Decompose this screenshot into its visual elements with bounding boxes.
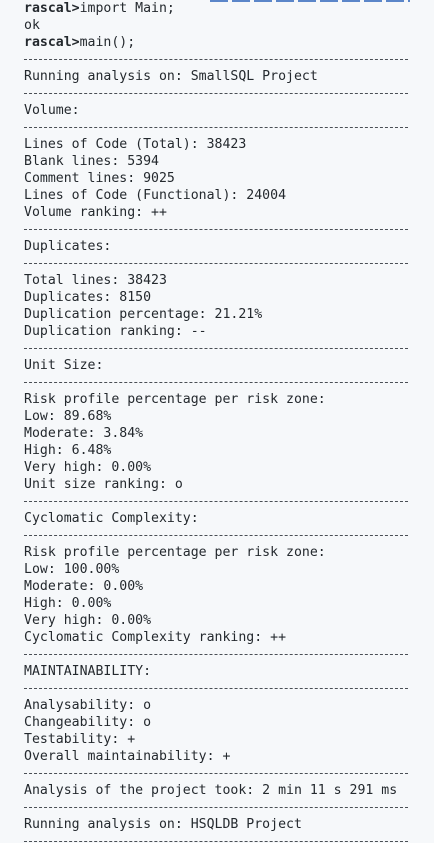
ok-response: ok xyxy=(24,18,40,33)
separator xyxy=(24,51,434,68)
cc-ranking: Cyclomatic Complexity ranking: ++ xyxy=(24,630,287,645)
top-scroll-strip xyxy=(210,0,410,2)
loc-total: Lines of Code (Total): 38423 xyxy=(24,137,247,152)
duplicates-count: Duplicates: 8150 xyxy=(24,290,152,305)
separator xyxy=(24,765,434,782)
unit-size-very-high: Very high: 0.00% xyxy=(24,460,152,475)
comment-lines: Comment lines: 9025 xyxy=(24,171,175,186)
rascal-prompt: rascal> xyxy=(24,35,80,50)
volume-ranking: Volume ranking: ++ xyxy=(24,205,167,220)
duplication-percentage: Duplication percentage: 21.21% xyxy=(24,307,263,322)
blank-lines: Blank lines: 5394 xyxy=(24,154,159,169)
section-heading-unit-size: Unit Size: xyxy=(24,358,104,373)
section-heading-duplicates: Duplicates: xyxy=(24,239,112,254)
unit-size-risk-profile: Risk profile percentage per risk zone: xyxy=(24,392,326,407)
separator xyxy=(24,527,434,544)
section-heading-maintainability: MAINTAINABILITY: xyxy=(24,664,152,679)
separator xyxy=(24,833,434,843)
total-lines: Total lines: 38423 xyxy=(24,273,167,288)
rascal-prompt: rascal> xyxy=(24,1,80,16)
cc-very-high: Very high: 0.00% xyxy=(24,613,152,628)
separator xyxy=(24,85,434,102)
unit-size-high: High: 6.48% xyxy=(24,443,112,458)
running-analysis-hsqldb: Running analysis on: HSQLDB Project xyxy=(24,817,302,832)
separator xyxy=(24,799,434,816)
separator xyxy=(24,374,434,391)
separator xyxy=(24,119,434,136)
running-analysis-smallsql: Running analysis on: SmallSQL Project xyxy=(24,69,318,84)
unit-size-low: Low: 89.68% xyxy=(24,409,112,424)
cc-risk-profile: Risk profile percentage per risk zone: xyxy=(24,545,326,560)
command-text: main(); xyxy=(79,35,136,50)
analysability: Analysability: o xyxy=(24,698,152,713)
separator xyxy=(24,680,434,697)
separator xyxy=(24,493,434,510)
duplication-ranking: Duplication ranking: -- xyxy=(24,324,207,339)
testability: Testability: + xyxy=(24,732,136,747)
cc-low: Low: 100.00% xyxy=(24,562,120,577)
command-line-main: rascal>main(); xyxy=(24,34,434,51)
unit-size-moderate: Moderate: 3.84% xyxy=(24,426,144,441)
separator xyxy=(24,221,434,238)
section-heading-volume: Volume: xyxy=(24,103,80,118)
analysis-duration: Analysis of the project took: 2 min 11 s… xyxy=(24,783,398,798)
overall-maintainability: Overall maintainability: + xyxy=(24,749,231,764)
command-text: import Main; xyxy=(79,1,175,16)
cc-moderate: Moderate: 0.00% xyxy=(24,579,144,594)
changeability: Changeability: o xyxy=(24,715,152,730)
command-line-import: rascal>import Main; xyxy=(24,0,434,17)
cc-high: High: 0.00% xyxy=(24,596,112,611)
separator xyxy=(24,340,434,357)
section-heading-cyclomatic-complexity: Cyclomatic Complexity: xyxy=(24,511,199,526)
unit-size-ranking: Unit size ranking: o xyxy=(24,477,183,492)
separator xyxy=(24,646,434,663)
loc-functional: Lines of Code (Functional): 24004 xyxy=(24,188,287,203)
separator xyxy=(24,255,434,272)
